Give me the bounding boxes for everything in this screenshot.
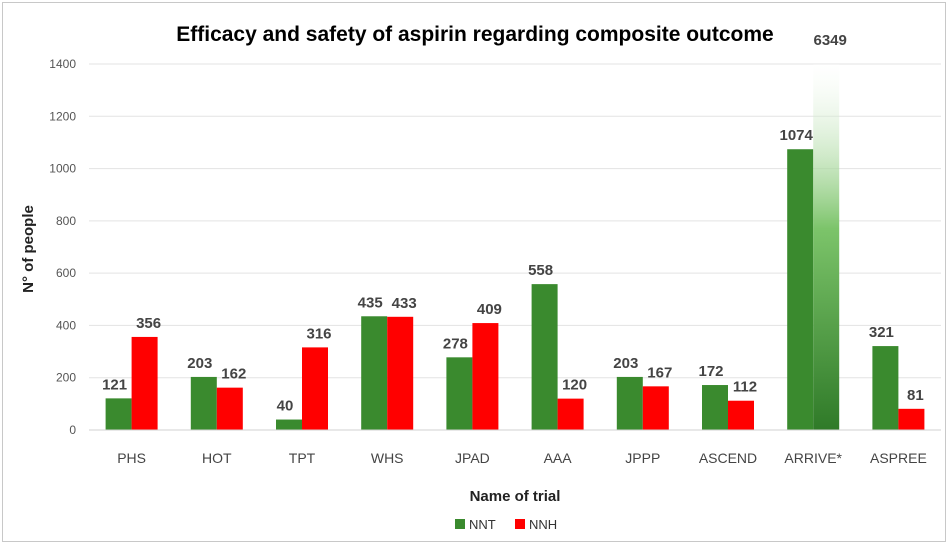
x-tick-label: PHS <box>117 450 146 466</box>
legend: NNT NNH <box>455 517 557 532</box>
data-labels: 121 356 203 162 40 316 435 433 278 409 558 120 203 16… <box>102 32 924 415</box>
data-label-nnt: 278 <box>443 335 468 352</box>
x-tick-label: TPT <box>289 450 316 466</box>
y-tick-label: 1400 <box>49 57 76 71</box>
bar-nnt-arrive <box>787 149 814 430</box>
y-tick-label: 800 <box>56 214 76 228</box>
data-label-nnt: 203 <box>187 355 212 372</box>
bar-nnt-jpad <box>446 357 473 430</box>
bar-nnh-whs <box>387 316 414 430</box>
gridlines <box>89 63 941 379</box>
bar-nnt-phs <box>105 398 132 430</box>
chart-title: Efficacy and safety of aspirin regarding… <box>176 23 773 46</box>
x-tick-label: HOT <box>202 450 232 466</box>
y-tick-label: 600 <box>56 266 76 280</box>
bar-nnt-ascend <box>702 385 728 430</box>
x-axis-label: Name of trial <box>470 488 561 505</box>
data-label-nnh: 120 <box>562 377 587 394</box>
x-tick-label: ARRIVE* <box>784 450 842 466</box>
bars <box>105 64 925 430</box>
bar-nnh-aspree <box>898 408 925 430</box>
data-label-nnt: 558 <box>528 262 553 279</box>
bar-nnh-tpt <box>302 347 328 430</box>
bar-nnh-arrive <box>813 64 840 430</box>
bar-nnt-tpt <box>276 419 302 430</box>
data-label-nnt: 203 <box>613 355 638 372</box>
x-tick-label: ASCEND <box>699 450 757 466</box>
y-tick-label: 0 <box>69 423 76 437</box>
legend-label-nnt: NNT <box>469 517 496 532</box>
legend-label-nnh: NNH <box>529 517 557 532</box>
data-label-nnh: 6349 <box>814 32 847 49</box>
bar-nnt-whs <box>361 316 388 430</box>
data-label-nnh: 409 <box>477 301 502 318</box>
data-label-nnt: 435 <box>358 294 383 311</box>
bar-nnh-jppp <box>642 386 669 430</box>
y-axis-ticks: 0 200 400 600 800 1000 1200 1400 <box>49 57 76 437</box>
bar-nnh-phs <box>131 336 158 430</box>
data-label-nnt: 121 <box>102 376 127 393</box>
x-tick-label: AAA <box>544 450 573 466</box>
bar-nnh-ascend <box>728 400 754 430</box>
bar-nnt-aaa <box>531 284 558 430</box>
data-label-nnt: 1074 <box>780 127 814 144</box>
bar-nnh-hot <box>216 387 243 430</box>
y-tick-label: 1200 <box>49 109 76 123</box>
x-tick-label: JPAD <box>455 450 490 466</box>
x-axis-ticks: PHS HOT TPT WHS JPAD AAA JPPP ASCEND ARRIVE* ASPR… <box>117 450 927 466</box>
data-label-nnh: 316 <box>306 325 331 342</box>
y-tick-label: 200 <box>56 371 76 385</box>
legend-swatch-nnt <box>455 519 465 529</box>
x-tick-label: JPPP <box>625 450 660 466</box>
y-tick-label: 1000 <box>49 162 76 176</box>
legend-swatch-nnh <box>515 519 525 529</box>
data-label-nnh: 81 <box>907 387 924 404</box>
bar-nnt-aspree <box>872 346 899 430</box>
data-label-nnt: 321 <box>869 324 894 341</box>
bar-nnt-jppp <box>616 376 643 430</box>
x-tick-label: WHS <box>371 450 404 466</box>
chart-frame: Efficacy and safety of aspirin regarding… <box>2 2 946 542</box>
data-label-nnt: 40 <box>277 398 294 415</box>
y-axis-label: N° of people <box>20 205 37 293</box>
chart: Efficacy and safety of aspirin regarding… <box>20 23 941 532</box>
data-label-nnh: 356 <box>136 315 161 332</box>
x-tick-label: ASPREE <box>870 450 927 466</box>
bar-nnt-hot <box>190 376 217 430</box>
bar-nnh-aaa <box>557 398 584 430</box>
y-tick-label: 400 <box>56 318 76 332</box>
data-label-nnh: 167 <box>647 364 672 381</box>
data-label-nnh: 162 <box>221 366 246 383</box>
bar-nnh-jpad <box>472 323 499 430</box>
data-label-nnt: 172 <box>698 363 723 380</box>
data-label-nnh: 112 <box>733 379 757 396</box>
data-label-nnh: 433 <box>392 295 417 312</box>
